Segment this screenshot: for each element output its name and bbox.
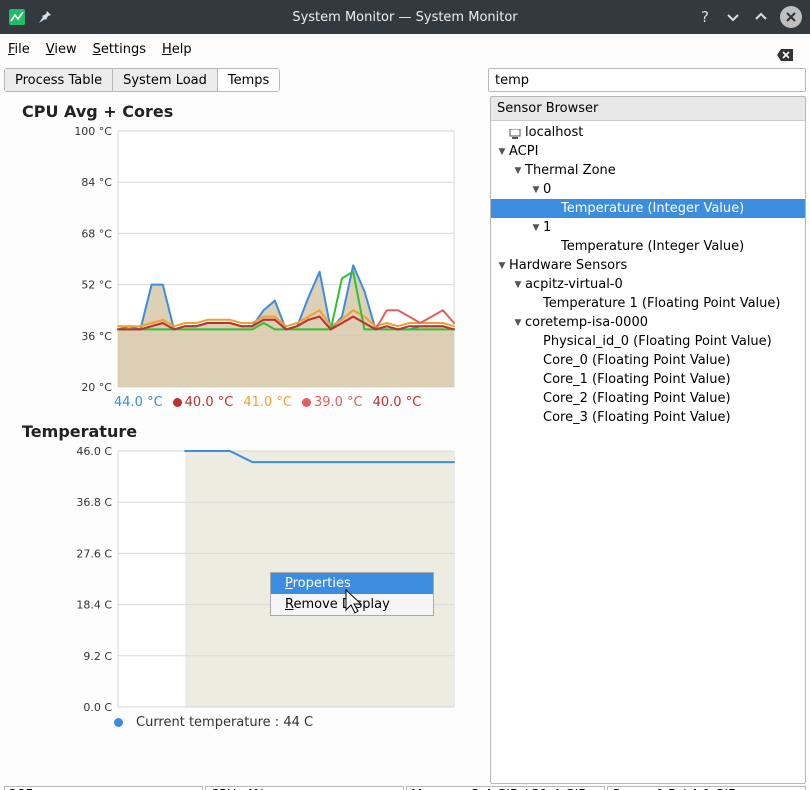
tree-row[interactable]: Core_3 (Floating Point Value) [491, 408, 805, 427]
chart1-legend: 44.0 °C 40.0 °C 41.0 °C 39.0 °C 40.0 °C [114, 395, 484, 410]
tree-row[interactable]: ▼Hardware Sensors [491, 256, 805, 275]
chart2-title: Temperature [22, 422, 484, 441]
chart2-legend: Current temperature : 44 C [114, 715, 484, 730]
tree-label: Core_2 (Floating Point Value) [543, 391, 731, 406]
chart2-legend-label: Current temperature : 44 C [136, 715, 313, 730]
menu-file[interactable]: File [8, 42, 30, 57]
host-icon [509, 128, 521, 138]
tab-system-load[interactable]: System Load [113, 69, 218, 91]
legend-item: 39.0 °C [302, 395, 363, 410]
tree-label: Temperature (Integer Value) [561, 201, 744, 216]
tree-label: acpitz-virtual-0 [525, 277, 623, 292]
tree-row[interactable]: ▼1 [491, 218, 805, 237]
titlebar: System Monitor — System Monitor ? [0, 0, 810, 34]
legend-label: 40.0 °C [185, 395, 234, 410]
legend-item: 44.0 °C [114, 395, 163, 410]
toolbar-row: Process TableSystem LoadTemps [0, 64, 810, 92]
help-icon[interactable]: ? [696, 8, 714, 26]
tree-row[interactable]: Temperature 1 (Floating Point Value) [491, 294, 805, 313]
maximize-icon[interactable] [752, 8, 770, 26]
pin-icon[interactable] [36, 8, 54, 26]
tree-row[interactable]: Physical_id_0 (Floating Point Value) [491, 332, 805, 351]
tree-row[interactable]: Core_0 (Floating Point Value) [491, 351, 805, 370]
tree-label: Hardware Sensors [509, 258, 627, 273]
svg-text:36 °C: 36 °C [81, 330, 112, 343]
svg-text:9.2 C: 9.2 C [83, 650, 112, 663]
legend-label: 39.0 °C [314, 395, 363, 410]
legend-label: 44.0 °C [114, 395, 163, 410]
svg-text:46.0 C: 46.0 C [76, 445, 112, 458]
legend-dot [173, 398, 182, 407]
app-icon [8, 8, 26, 26]
tree-label: localhost [525, 125, 583, 140]
tab-bar: Process TableSystem LoadTemps [4, 68, 280, 92]
clear-search-icon[interactable] [776, 47, 794, 63]
sensor-tree[interactable]: localhost ▼ACPI▼Thermal Zone▼0 Temperature… [491, 121, 805, 783]
tree-row[interactable]: Core_2 (Floating Point Value) [491, 389, 805, 408]
menu-settings[interactable]: Settings [93, 42, 146, 57]
chart-cpu-cores: CPU Avg + Cores 100 °C 84 °C 68 °C 52 °C 36 … [4, 96, 484, 410]
tree-row[interactable]: ▼ACPI [491, 142, 805, 161]
tree-label: Core_0 (Floating Point Value) [543, 353, 731, 368]
chart1-title: CPU Avg + Cores [22, 102, 484, 121]
tree-label: Core_1 (Floating Point Value) [543, 372, 731, 387]
status-processes: 285 processes [4, 786, 203, 790]
menu-view[interactable]: View [46, 42, 77, 57]
tree-label: Core_3 (Floating Point Value) [543, 410, 731, 425]
svg-text:0.0 C: 0.0 C [83, 701, 112, 713]
menu-help[interactable]: Help [162, 42, 192, 57]
tree-label: Thermal Zone [525, 163, 616, 178]
tree-row[interactable]: Core_1 (Floating Point Value) [491, 370, 805, 389]
tree-row[interactable]: Temperature (Integer Value) [491, 237, 805, 256]
tree-label: ACPI [509, 144, 538, 159]
sensor-browser: Sensor Browser localhost ▼ACPI▼Thermal Zo… [490, 96, 806, 784]
status-bar: 285 processes CPU: 4% Memory: 3.4 GiB / … [0, 784, 810, 790]
tab-temps[interactable]: Temps [218, 69, 279, 91]
tree-label: 1 [543, 220, 551, 235]
tree-label: Physical_id_0 (Floating Point Value) [543, 334, 772, 349]
menubar: File View Settings Help [0, 34, 810, 64]
tree-row[interactable]: ▼0 [491, 180, 805, 199]
svg-text:68 °C: 68 °C [81, 227, 112, 240]
main-content: CPU Avg + Cores 100 °C 84 °C 68 °C 52 °C 36 … [0, 92, 810, 784]
status-memory: Memory: 3.4 GiB / 31.4 GiB [406, 786, 605, 790]
legend-item: 40.0 °C [373, 395, 422, 410]
tab-process-table[interactable]: Process Table [5, 69, 113, 91]
status-swap: Swap: 0 B / 4.0 GiB [607, 786, 806, 790]
sensor-browser-header: Sensor Browser [491, 97, 805, 121]
legend-label: 41.0 °C [243, 395, 292, 410]
svg-text:27.6 C: 27.6 C [76, 547, 112, 560]
window-title: System Monitor — System Monitor [0, 10, 810, 25]
legend-item: 41.0 °C [243, 395, 292, 410]
svg-text:18.4 C: 18.4 C [76, 599, 112, 612]
svg-text:36.8 C: 36.8 C [76, 496, 112, 509]
svg-text:100 °C: 100 °C [74, 125, 112, 138]
minimize-icon[interactable] [724, 8, 742, 26]
status-cpu: CPU: 4% [205, 786, 404, 790]
tree-label: Temperature (Integer Value) [561, 239, 744, 254]
tree-label: 0 [543, 182, 551, 197]
tree-row[interactable]: ▼acpitz-virtual-0 [491, 275, 805, 294]
legend-dot [114, 718, 123, 727]
legend-label: 40.0 °C [373, 395, 422, 410]
tree-label: Temperature 1 (Floating Point Value) [543, 296, 780, 311]
tree-row[interactable]: ▼coretemp-isa-0000 [491, 313, 805, 332]
tree-label: coretemp-isa-0000 [525, 315, 648, 330]
legend-dot [302, 398, 311, 407]
charts-pane: CPU Avg + Cores 100 °C 84 °C 68 °C 52 °C 36 … [4, 96, 484, 784]
context-menu[interactable]: PropertiesRemove Display [270, 572, 434, 616]
tree-row[interactable]: Temperature (Integer Value) [491, 199, 805, 218]
tree-row[interactable]: localhost [491, 123, 805, 142]
chart1-canvas: 100 °C 84 °C 68 °C 52 °C 36 °C 20 °C [22, 123, 462, 393]
context-menu-item[interactable]: Remove Display [271, 594, 433, 615]
close-icon[interactable] [780, 6, 802, 28]
tree-row[interactable]: ▼Thermal Zone [491, 161, 805, 180]
sensor-search-input[interactable] [488, 68, 806, 92]
svg-text:20 °C: 20 °C [81, 381, 112, 393]
svg-text:84 °C: 84 °C [81, 176, 112, 189]
context-menu-item[interactable]: Properties [271, 573, 433, 594]
legend-item: 40.0 °C [173, 395, 234, 410]
svg-text:52 °C: 52 °C [81, 279, 112, 292]
